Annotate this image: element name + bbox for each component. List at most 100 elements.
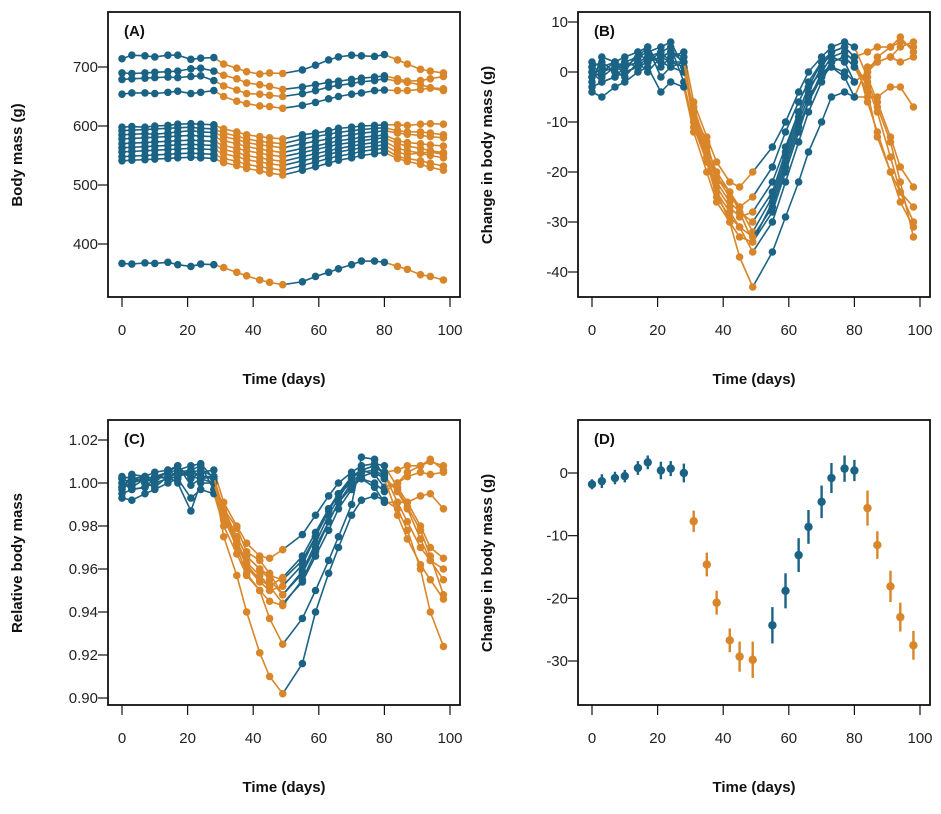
data-point — [666, 464, 675, 473]
data-point — [141, 489, 149, 498]
data-point — [735, 213, 744, 221]
data-point — [173, 67, 182, 75]
data-point — [118, 69, 126, 77]
data-point — [873, 540, 882, 550]
series-segment — [784, 181, 800, 218]
data-point — [347, 474, 356, 483]
data-point — [393, 154, 402, 163]
data-point — [164, 73, 172, 81]
data-point — [840, 88, 849, 96]
data-point — [416, 120, 425, 129]
series-segment — [314, 521, 330, 553]
data-point — [187, 64, 195, 73]
series-segment — [807, 81, 823, 113]
data-point — [896, 178, 905, 186]
data-point — [265, 69, 274, 77]
data-point — [265, 614, 274, 623]
data-point — [426, 575, 435, 584]
data-point — [873, 43, 882, 51]
data-point — [794, 88, 803, 96]
x-tick-label: 0 — [588, 730, 596, 747]
data-point — [439, 575, 448, 584]
data-point — [210, 260, 218, 269]
data-point — [426, 543, 435, 552]
y-tick-label: 0 — [560, 64, 568, 81]
data-point — [278, 601, 287, 610]
data-point — [128, 472, 136, 481]
data-point — [233, 97, 241, 106]
data-point — [703, 158, 711, 166]
series-segment — [245, 611, 261, 654]
data-point — [311, 80, 320, 89]
data-point — [311, 272, 320, 281]
data-point — [656, 466, 666, 475]
x-tick-label: 20 — [179, 322, 196, 339]
data-point — [298, 560, 307, 569]
data-point — [265, 82, 274, 91]
data-point — [725, 193, 734, 201]
data-point — [643, 68, 652, 76]
series-segment — [177, 482, 192, 512]
data-point — [311, 586, 320, 595]
series-segment — [222, 517, 238, 548]
y-tick-label: 1.02 — [69, 432, 98, 449]
data-point — [196, 466, 205, 474]
data-point — [347, 154, 356, 162]
data-point — [118, 90, 126, 98]
data-point — [233, 522, 241, 530]
data-point — [403, 472, 412, 481]
x-tick-label: 100 — [437, 322, 462, 339]
y-tick-label: -40 — [546, 264, 568, 281]
data-point — [896, 163, 905, 171]
data-point — [298, 101, 307, 110]
data-point — [909, 233, 918, 241]
series-segment — [706, 151, 718, 178]
data-point — [804, 78, 813, 86]
data-point — [426, 470, 435, 479]
y-tick-label: -10 — [546, 114, 568, 131]
data-point — [118, 157, 126, 165]
data-point — [242, 558, 251, 567]
data-point — [128, 69, 136, 78]
data-point — [370, 492, 379, 500]
x-tick-label: 60 — [780, 730, 797, 747]
series-segment — [236, 575, 248, 613]
data-point — [255, 649, 264, 657]
series-segment — [715, 161, 731, 183]
series-segment — [259, 590, 271, 619]
data-point — [439, 468, 448, 477]
series-segment — [899, 166, 915, 188]
data-point — [196, 64, 205, 72]
data-point — [804, 148, 813, 156]
data-point — [187, 468, 195, 477]
data-point — [426, 457, 435, 466]
data-point — [794, 108, 803, 116]
data-point — [128, 496, 136, 505]
data-point — [118, 54, 126, 63]
data-point — [298, 552, 307, 560]
series-segment — [771, 121, 787, 148]
data-point — [439, 505, 448, 513]
data-point — [679, 468, 689, 478]
series-segment — [337, 514, 353, 548]
series-ind3 — [118, 72, 448, 101]
data-point — [896, 38, 905, 46]
series-segment — [706, 171, 718, 203]
data-point — [748, 168, 757, 176]
data-point — [393, 77, 402, 85]
data-point — [886, 582, 895, 591]
series-segment — [429, 579, 445, 600]
data-point — [794, 98, 803, 106]
series-segment — [301, 590, 317, 619]
x-axis-title: Time (days) — [242, 779, 325, 796]
series-segment — [282, 570, 304, 596]
data-point — [324, 95, 333, 103]
series-segment — [797, 111, 810, 143]
data-point — [666, 78, 675, 86]
data-point — [334, 264, 343, 273]
data-point — [863, 503, 872, 513]
data-point — [827, 93, 836, 101]
series-segment — [301, 532, 317, 557]
data-point — [393, 479, 402, 487]
series-segment — [406, 521, 422, 548]
